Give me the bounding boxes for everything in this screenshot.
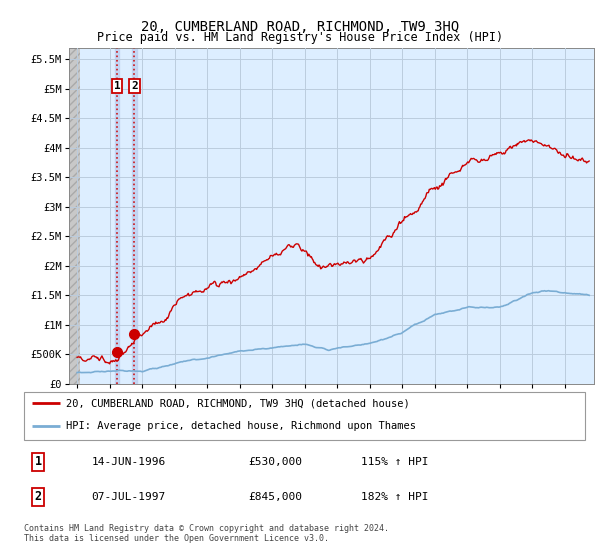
- Text: Price paid vs. HM Land Registry's House Price Index (HPI): Price paid vs. HM Land Registry's House …: [97, 31, 503, 44]
- Text: 07-JUL-1997: 07-JUL-1997: [91, 492, 166, 502]
- Text: 2: 2: [131, 81, 138, 91]
- Text: 14-JUN-1996: 14-JUN-1996: [91, 457, 166, 467]
- Bar: [132, 48, 137, 384]
- FancyBboxPatch shape: [24, 392, 585, 440]
- Text: 1: 1: [34, 455, 41, 468]
- Text: HPI: Average price, detached house, Richmond upon Thames: HPI: Average price, detached house, Rich…: [66, 421, 416, 431]
- Text: Contains HM Land Registry data © Crown copyright and database right 2024.
This d: Contains HM Land Registry data © Crown c…: [24, 524, 389, 543]
- Text: 1: 1: [113, 81, 121, 91]
- Bar: [69, 48, 80, 384]
- Text: 20, CUMBERLAND ROAD, RICHMOND, TW9 3HQ (detached house): 20, CUMBERLAND ROAD, RICHMOND, TW9 3HQ (…: [66, 398, 410, 408]
- Text: 2: 2: [34, 490, 41, 503]
- Text: 182% ↑ HPI: 182% ↑ HPI: [361, 492, 428, 502]
- Text: £530,000: £530,000: [248, 457, 302, 467]
- Text: 20, CUMBERLAND ROAD, RICHMOND, TW9 3HQ: 20, CUMBERLAND ROAD, RICHMOND, TW9 3HQ: [141, 20, 459, 34]
- Text: 115% ↑ HPI: 115% ↑ HPI: [361, 457, 428, 467]
- Bar: [115, 48, 119, 384]
- Text: £845,000: £845,000: [248, 492, 302, 502]
